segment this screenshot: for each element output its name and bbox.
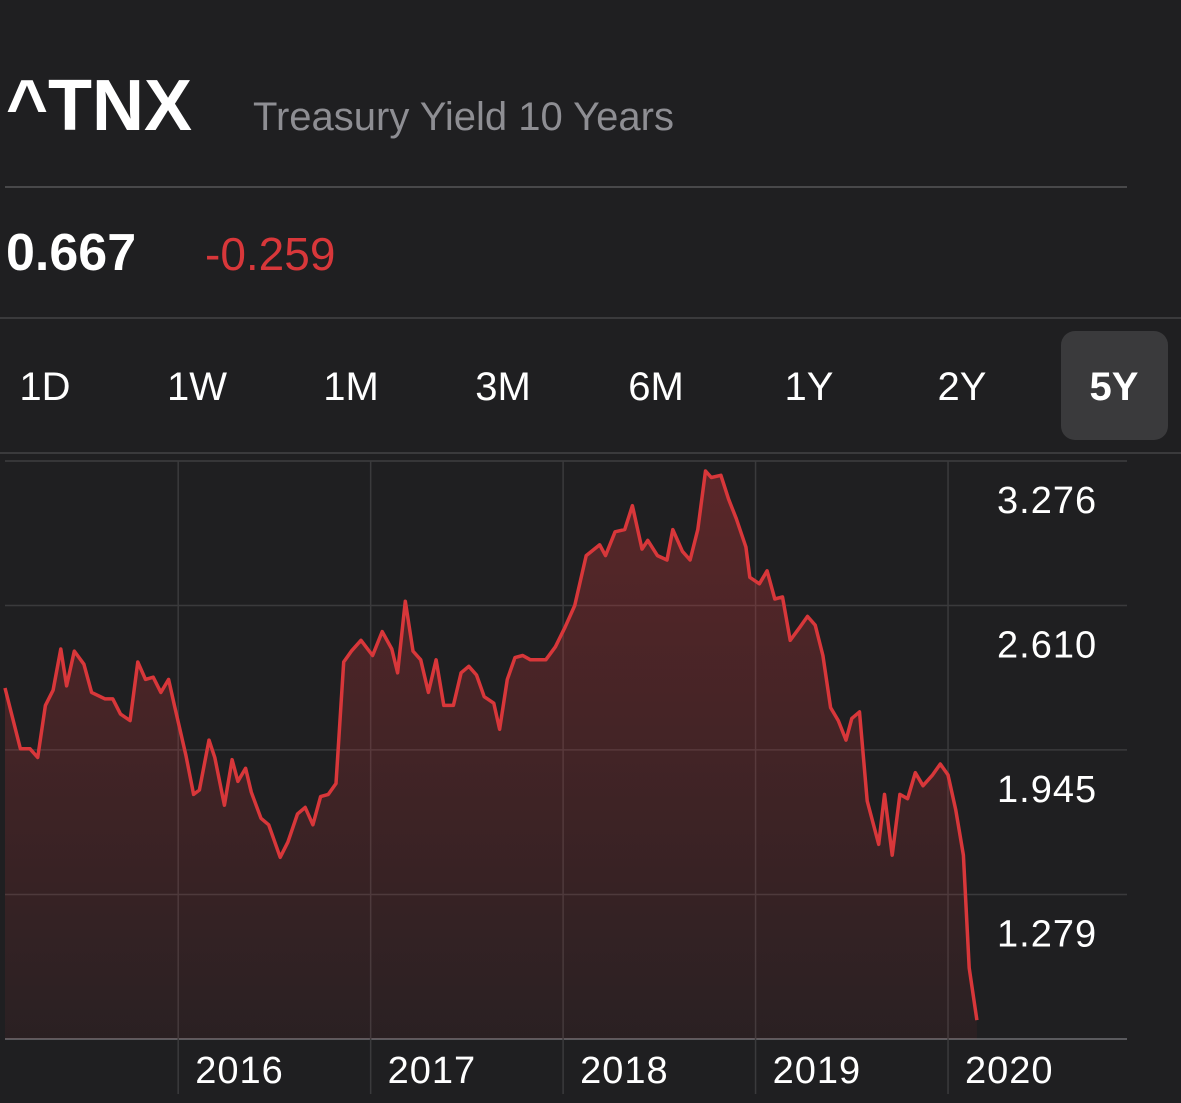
price-line	[3, 469, 979, 1021]
y-tick-label: 1.945	[997, 769, 1097, 811]
y-tick-label: 2.610	[997, 625, 1097, 667]
y-tick-label: 3.276	[997, 480, 1097, 522]
tab[interactable]: 2Y	[938, 365, 987, 409]
x-tick-label: 2016	[195, 1050, 284, 1092]
area	[5, 471, 977, 1039]
tab[interactable]: 1M	[323, 365, 379, 409]
tab-selected-bg[interactable]	[1061, 331, 1168, 440]
x-tick-label: 2018	[580, 1050, 669, 1092]
tab[interactable]: 5Y	[1090, 365, 1139, 409]
y-tick-label: 1.279	[997, 913, 1097, 955]
x-tick-label: 2019	[773, 1050, 862, 1092]
tab[interactable]: 1W	[167, 365, 227, 409]
price: 0.667	[6, 224, 136, 282]
tab[interactable]: 3M	[475, 365, 531, 409]
x-tick-label: 2020	[965, 1050, 1054, 1092]
change: -0.259	[205, 228, 335, 280]
tab[interactable]: 6M	[628, 365, 684, 409]
company-name: Treasury Yield 10 Years	[253, 95, 674, 139]
symbol: ^TNX	[6, 66, 192, 146]
tab[interactable]: 1D	[19, 365, 70, 409]
tab[interactable]: 1Y	[785, 365, 834, 409]
x-tick-label: 2017	[388, 1050, 477, 1092]
range-tabs: 1D 1W 1M 3M 6M 1Y 2Y 5Y	[19, 331, 1168, 440]
chart: 3.276 2.610 1.945 1.279 2016 2017 2018 2019 2020	[3, 460, 1127, 1094]
